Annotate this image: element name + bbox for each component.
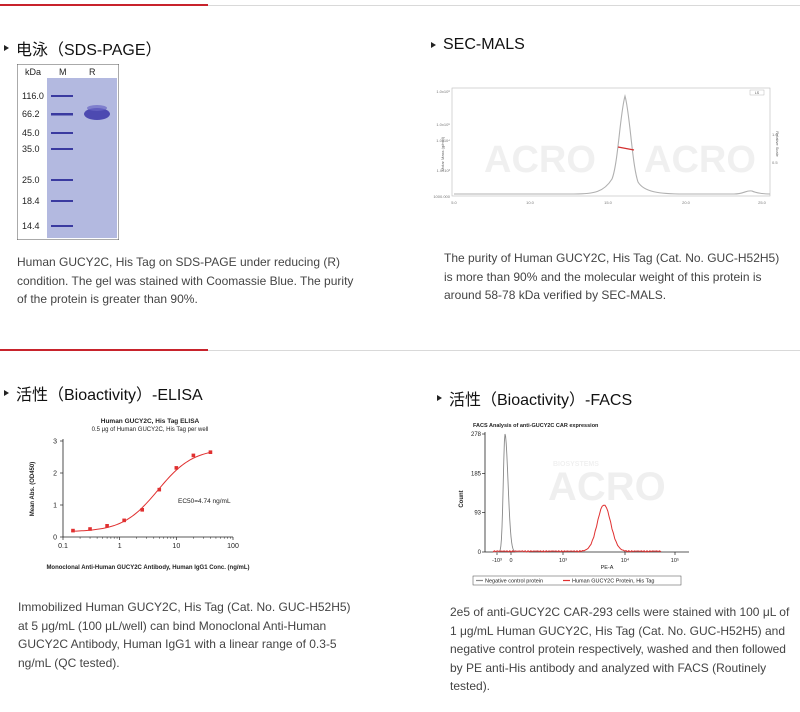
- elisa-data-point: [208, 450, 213, 454]
- bullet-triangle-icon: [431, 42, 436, 48]
- marker-label-14: 14.4: [22, 221, 40, 231]
- elisa-data-point: [191, 453, 196, 458]
- elisa-x-label: Monoclonal Anti-Human GUCY2C Antibody, H…: [46, 565, 249, 571]
- bullet-triangle-icon: [4, 390, 9, 396]
- facs-xtick-label: -10³: [492, 558, 502, 564]
- sample-band: [84, 105, 110, 120]
- facs-negative-control-curve: [493, 433, 529, 553]
- elisa-xtick-label: 1: [118, 543, 122, 550]
- gel-col-m: M: [59, 67, 67, 77]
- marker-label-45: 45.0: [22, 128, 40, 138]
- marker-label-66: 66.2: [22, 109, 40, 119]
- facs-ytick-label: 0: [478, 550, 482, 556]
- sec-xtick: 25.0: [758, 200, 767, 205]
- bullet-triangle-icon: [4, 45, 9, 51]
- facs-chart: FACS Analysis of anti-GUCY2C CAR express…: [453, 418, 703, 591]
- marker-label-18: 18.4: [22, 196, 40, 206]
- elisa-chart-title: Human GUCY2C, His Tag ELISA: [101, 418, 200, 425]
- facs-legend-label-gucy2c: Human GUCY2C Protein, His Tag: [572, 579, 654, 585]
- sec-mals-chart: Molar Mass (g/mol) Relative Scale 1.0x10…: [424, 84, 784, 215]
- facs-ytick-label: 93: [474, 511, 481, 517]
- svg-text:ACRO: ACRO: [484, 139, 596, 181]
- sec-xtick: 10.0: [526, 200, 535, 205]
- facs-legend-box: [472, 575, 682, 586]
- facs-legend-label-negative: Negative control protein: [485, 579, 543, 585]
- sds-gel-image: kDa M R 116.0 66.2 45.0 35.0 25.0 18.4 1…: [16, 63, 120, 245]
- elisa-data-point: [122, 518, 126, 523]
- facs-gucy2c-curve: [492, 504, 662, 553]
- facs-xtick-label: 10⁵: [671, 557, 679, 564]
- sec-molar-mass-line: [617, 146, 635, 151]
- sec-mals-heading: SEC-MALS: [431, 36, 525, 54]
- sds-page-title: 电泳（SDS-PAGE）: [16, 42, 162, 59]
- acro-watermark: ACRO: [548, 465, 666, 509]
- marker-ladder-bands: [51, 95, 73, 227]
- elisa-data-point: [174, 466, 179, 470]
- sds-page-caption: Human GUCY2C, His Tag on SDS-PAGE under …: [17, 255, 354, 306]
- sec-y2tick: 1.0: [772, 132, 778, 137]
- sec-ls-trace: [454, 93, 771, 195]
- elisa-data-point: [140, 508, 145, 512]
- acro-watermark-small: BIOSYSTEMS: [553, 461, 599, 468]
- sec-ytick: 1.0x10⁶: [436, 89, 450, 94]
- elisa-chart: Human GUCY2C, His Tag ELISA 0.5 μg of Hum…: [20, 412, 280, 583]
- sec-xtick: 20.0: [682, 200, 691, 205]
- facs-xtick-label: 10³: [559, 558, 567, 564]
- facs-title: 活性（Bioactivity）-FACS: [449, 392, 633, 409]
- facs-y-label: Count: [459, 490, 465, 507]
- gel-col-kda: kDa: [25, 67, 41, 77]
- marker-label-35: 35.0: [22, 144, 40, 154]
- marker-label-25: 25.0: [22, 175, 40, 185]
- elisa-caption: Immobilized Human GUCY2C, His Tag (Cat. …: [18, 600, 351, 670]
- elisa-chart-subtitle: 0.5 μg of Human GUCY2C, His Tag per well: [92, 427, 209, 433]
- middle-divider: [0, 349, 800, 351]
- sec-xtick: 5.0: [451, 200, 457, 205]
- elisa-data-point: [88, 527, 92, 531]
- sec-plot-frame: [451, 87, 771, 197]
- sec-ytick: 1000.000: [433, 194, 450, 199]
- marker-label-116: 116.0: [22, 91, 44, 101]
- sds-page-heading: 电泳（SDS-PAGE）: [4, 36, 162, 60]
- elisa-fit-curve: [71, 451, 211, 532]
- facs-ytick-label: 185: [471, 471, 482, 477]
- elisa-title: 活性（Bioactivity）-ELISA: [16, 387, 203, 404]
- elisa-y-label: Mean Abs. (OD450): [30, 462, 36, 516]
- sec-legend-label: LS: [755, 91, 760, 95]
- sec-mals-caption: The purity of Human GUCY2C, His Tag (Cat…: [444, 251, 780, 302]
- sec-ytick: 1.0x10⁵: [436, 122, 450, 127]
- elisa-heading: 活性（Bioactivity）-ELISA: [4, 381, 203, 405]
- top-divider: [0, 4, 800, 6]
- elisa-ytick-label: 1: [53, 503, 57, 510]
- sec-xtick: 15.0: [604, 200, 613, 205]
- elisa-data-point: [71, 528, 75, 533]
- gel-col-r: R: [89, 67, 96, 77]
- sec-y2tick: 0.5: [772, 160, 778, 165]
- sec-mals-title: SEC-MALS: [443, 36, 525, 53]
- sec-legend: [749, 89, 765, 96]
- facs-caption: 2e5 of anti-GUCY2C CAR-293 cells were st…: [450, 605, 790, 693]
- sec-ylabel: Molar Mass (g/mol): [440, 136, 445, 171]
- elisa-xtick-label: 10: [172, 543, 180, 550]
- bullet-triangle-icon: [437, 395, 442, 401]
- facs-x-label: PE-A: [601, 565, 614, 571]
- facs-xtick-label: 0: [509, 558, 512, 564]
- sec-ytick: 1.0x10⁴: [436, 138, 450, 143]
- elisa-data-point: [105, 524, 109, 528]
- elisa-ytick-label: 3: [53, 439, 57, 446]
- elisa-data-point: [157, 487, 162, 492]
- facs-chart-title: FACS Analysis of anti-GUCY2C CAR express…: [473, 423, 599, 429]
- sec-ytick: 1.0x10³: [437, 168, 451, 173]
- elisa-ytick-label: 0: [53, 535, 57, 542]
- gel-background: [47, 78, 117, 238]
- acro-watermark: ACRO ACRO: [484, 139, 756, 181]
- sec-y2label: Relative Scale: [775, 131, 780, 157]
- elisa-ytick-label: 2: [53, 471, 57, 478]
- svg-text:ACRO: ACRO: [644, 139, 756, 181]
- elisa-ec50-annotation: EC50=4.74 ng/mL: [178, 498, 231, 505]
- facs-xtick-label: 10⁴: [621, 557, 630, 564]
- elisa-xtick-label: 100: [227, 543, 239, 550]
- facs-heading: 活性（Bioactivity）-FACS: [437, 386, 632, 410]
- elisa-xtick-label: 0.1: [58, 543, 68, 550]
- facs-ytick-label: 278: [471, 432, 482, 438]
